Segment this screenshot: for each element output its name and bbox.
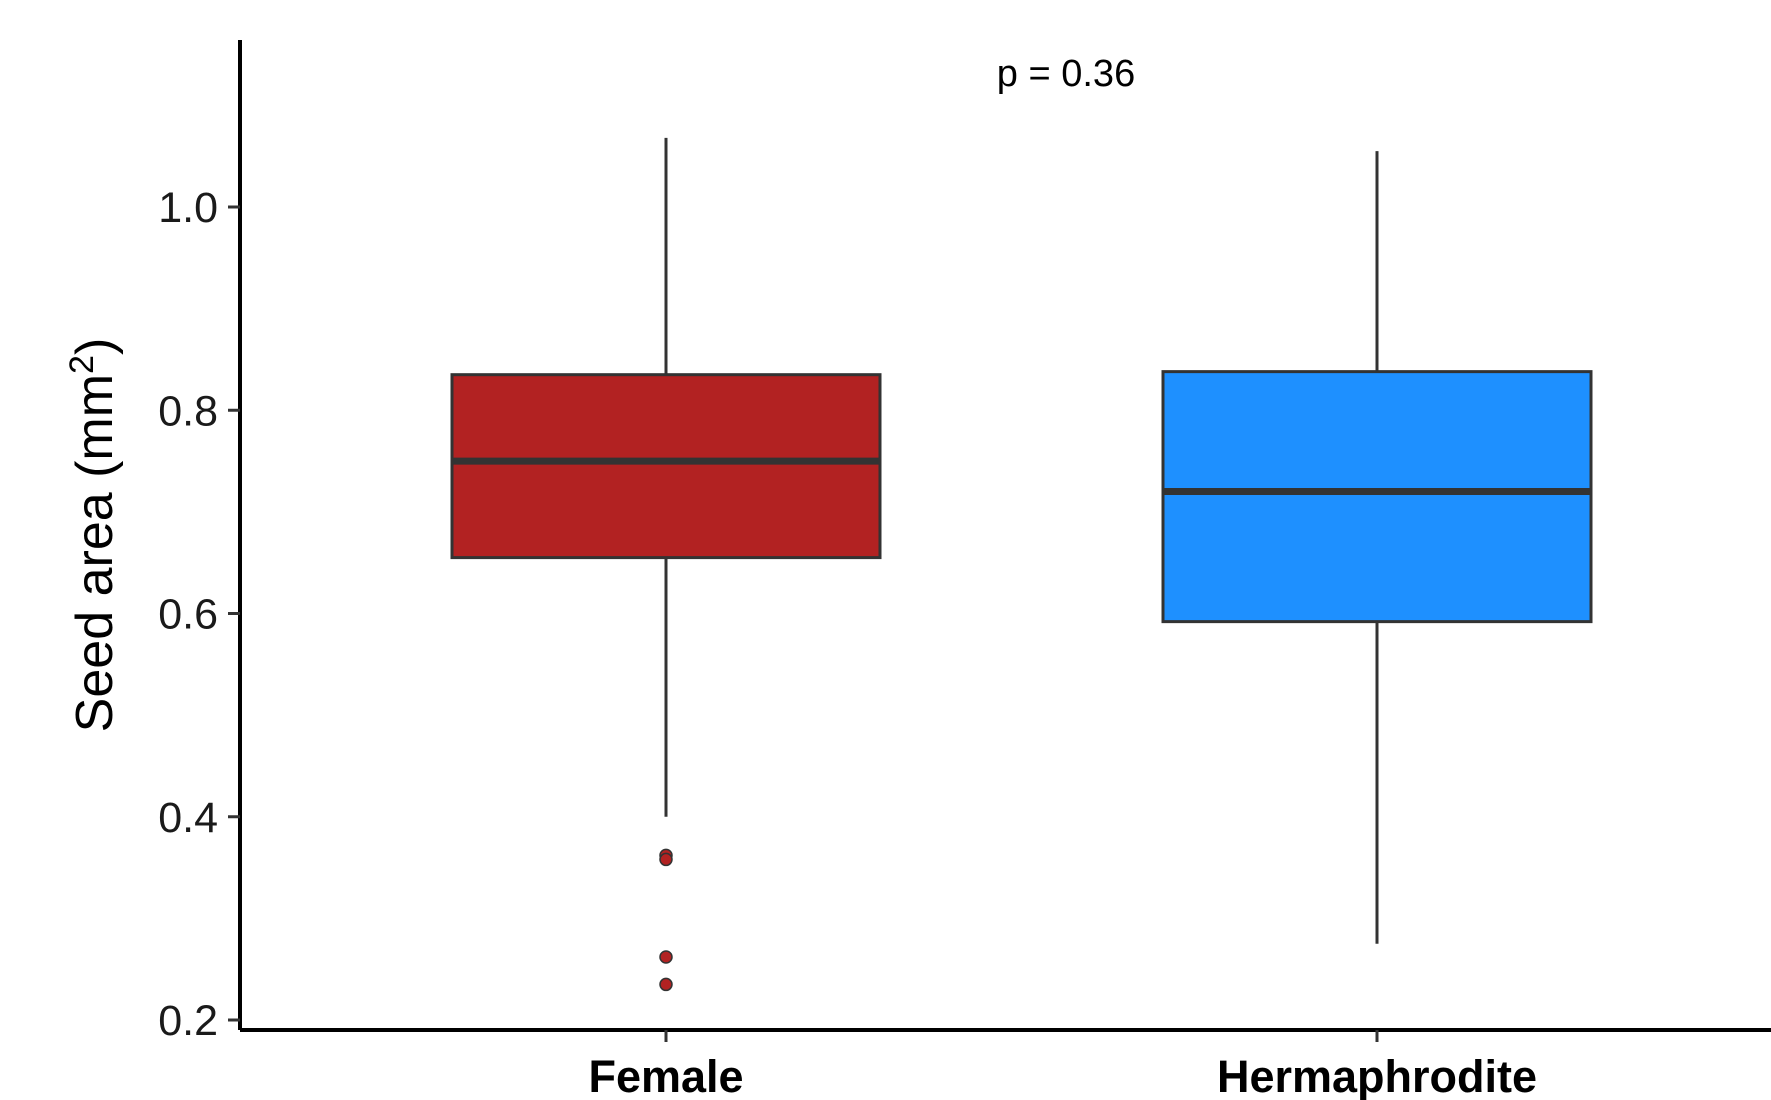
y-axis-title-superscript: 2 [63, 355, 101, 374]
x-category-label: Female [588, 1051, 743, 1100]
y-tick-label: 0.8 [158, 387, 218, 435]
y-axis: 0.2 0.4 0.6 0.8 1.0 [158, 40, 240, 1045]
outlier-point [660, 951, 672, 963]
y-axis-title-close: ) [66, 338, 124, 355]
y-tick-label: 0.4 [158, 794, 218, 842]
outlier-point [660, 853, 672, 865]
y-tick-label: 0.2 [158, 997, 218, 1045]
y-tick-label: 0.6 [158, 591, 218, 639]
outlier-point [660, 978, 672, 990]
box-female [452, 138, 880, 991]
p-value-annotation: p = 0.36 [997, 53, 1135, 95]
y-axis-title: Seed area (mm2) [63, 338, 124, 733]
boxes-layer [452, 138, 1591, 991]
box-hermaphrodite [1163, 151, 1591, 944]
iqr-box [452, 375, 880, 558]
y-tick-label: 1.0 [158, 184, 218, 232]
x-axis: Female Hermaphrodite [240, 1030, 1771, 1100]
iqr-box [1163, 372, 1591, 622]
y-axis-title-main: Seed area (mm [66, 374, 124, 732]
x-category-label: Hermaphrodite [1217, 1051, 1537, 1100]
